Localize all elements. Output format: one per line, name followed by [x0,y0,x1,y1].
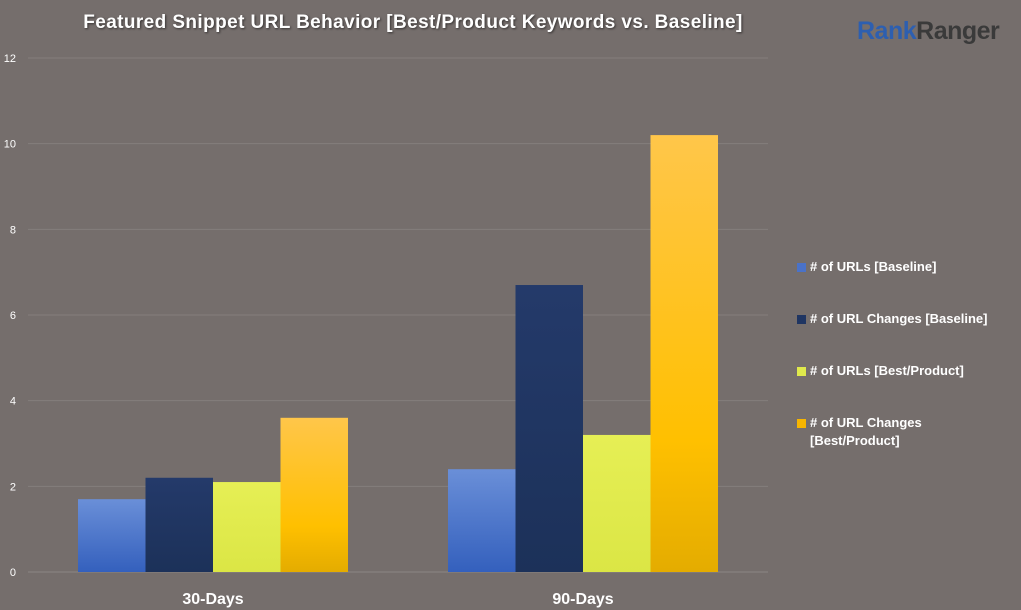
x-category-label: 30-Days [182,591,243,608]
y-axis-ticks: 0 2 4 6 8 10 12 [4,53,16,579]
legend-swatch [797,367,806,376]
bar [280,417,348,572]
legend-label: # of URLs [Best/Product] [810,363,964,378]
y-tick-label: 0 [10,567,16,579]
y-tick-label: 12 [4,53,16,65]
legend-label: # of URL Changes [Best/Product] [810,415,922,448]
bar [515,285,583,572]
legend-item-urls-best-product[interactable]: # of URLs [Best/Product] [797,362,1017,380]
legend-label: # of URL Changes [Baseline] [810,311,988,326]
bars [78,135,718,572]
legend-item-url-changes-best-product[interactable]: # of URL Changes [Best/Product] [797,414,1017,450]
logo-ranger-text: Ranger [916,17,1000,45]
legend-label: # of URLs [Baseline] [810,259,937,274]
legend-item-urls-baseline[interactable]: # of URLs [Baseline] [797,258,1017,276]
legend-swatch [797,419,806,428]
bar [213,482,281,572]
y-tick-label: 10 [4,139,16,151]
bar [78,499,146,572]
logo-rank-text: Rank [857,17,917,45]
rank-ranger-logo: RankRanger [857,17,1000,46]
bar [448,469,516,572]
legend: # of URLs [Baseline] # of URL Changes [B… [797,258,1017,450]
legend-item-url-changes-baseline[interactable]: # of URL Changes [Baseline] [797,310,1017,328]
y-tick-label: 2 [10,481,16,493]
bar [145,477,213,572]
x-axis-labels: 30-Days 90-Days [182,591,613,608]
y-tick-label: 4 [10,396,16,408]
legend-swatch [797,315,806,324]
chart-title: Featured Snippet URL Behavior [Best/Prod… [83,12,743,33]
y-tick-label: 8 [10,224,16,236]
legend-swatch [797,263,806,272]
bar [650,135,718,572]
y-tick-label: 6 [10,310,16,322]
x-category-label: 90-Days [552,591,613,608]
bar [583,434,651,572]
